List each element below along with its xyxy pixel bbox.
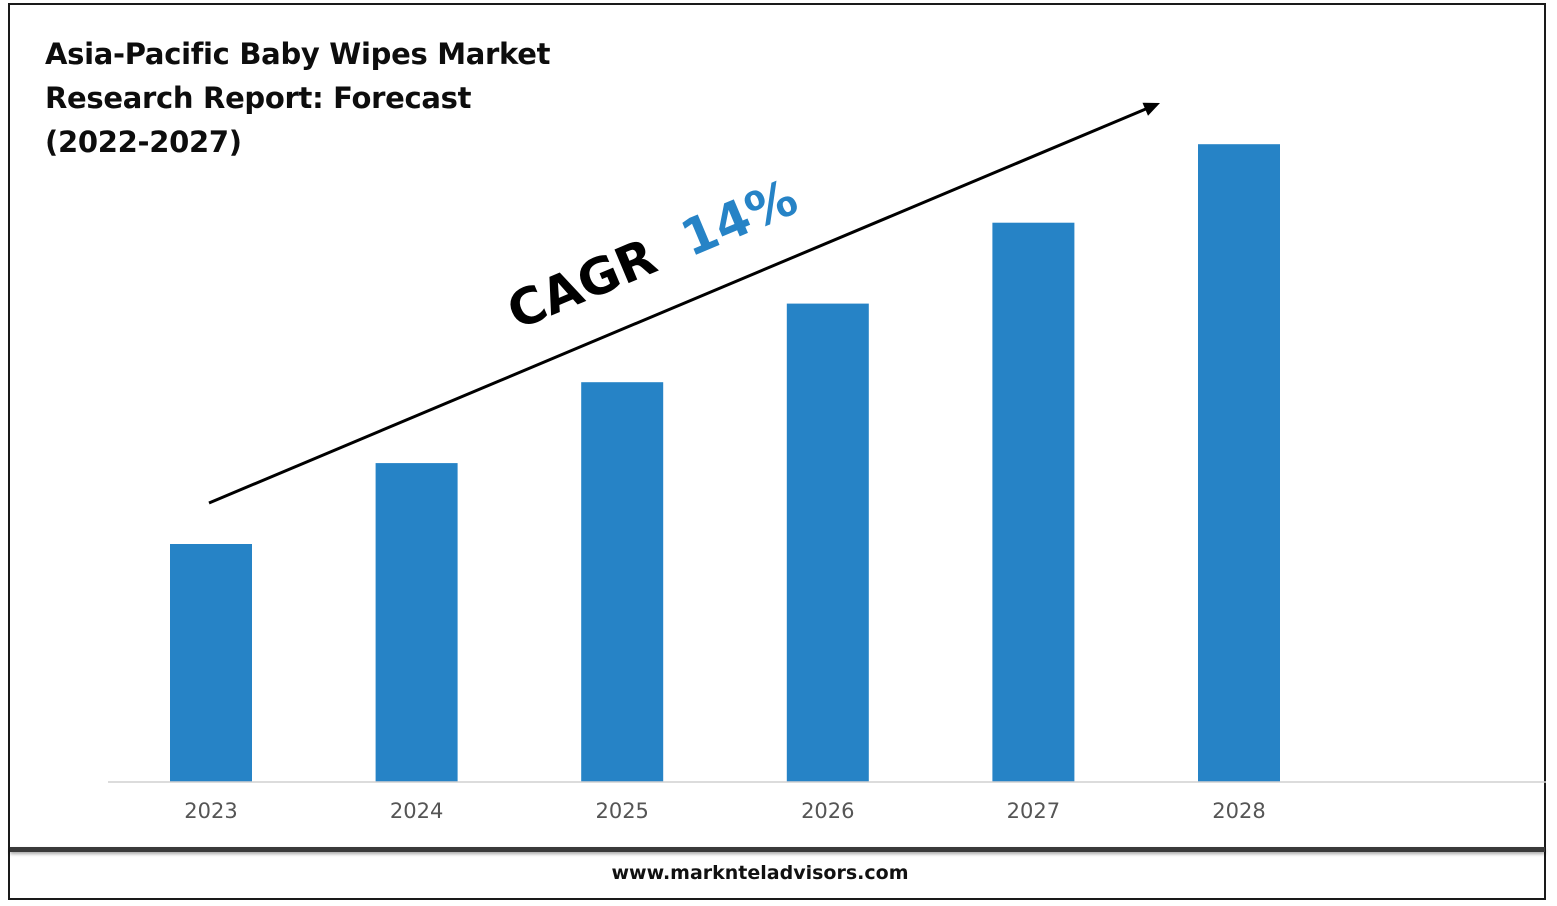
bar-2026: [786, 303, 869, 782]
bar-2028: [1198, 144, 1280, 782]
x-tick-label: 2023: [184, 799, 237, 823]
footer-divider: [10, 847, 1545, 852]
bar-2027: [992, 222, 1075, 782]
x-tick-label: 2027: [1007, 799, 1060, 823]
x-tick-label: 2024: [390, 799, 443, 823]
x-tick-labels: 2023 2024 2025 2026 2027 2028: [184, 799, 1265, 823]
bar-2025: [581, 382, 664, 782]
bar-2024: [375, 463, 458, 782]
arrow-head-icon: [1142, 102, 1160, 116]
chart-frame: [8, 3, 1546, 900]
cagr-label: CAGR: [499, 228, 664, 342]
x-tick-label: 2028: [1212, 799, 1265, 823]
bar-2023: [170, 544, 252, 782]
cagr-trend-arrow: [208, 102, 1160, 505]
bars-group: [170, 144, 1280, 782]
cagr-value: 14%: [673, 168, 806, 268]
footer-url: www.marknteladvisors.com: [611, 862, 909, 884]
x-tick-label: 2025: [595, 799, 648, 823]
chart-title: Asia-Pacific Baby Wipes Market Research …: [45, 37, 551, 159]
x-tick-label: 2026: [801, 799, 854, 823]
trend-line: [208, 105, 1151, 505]
